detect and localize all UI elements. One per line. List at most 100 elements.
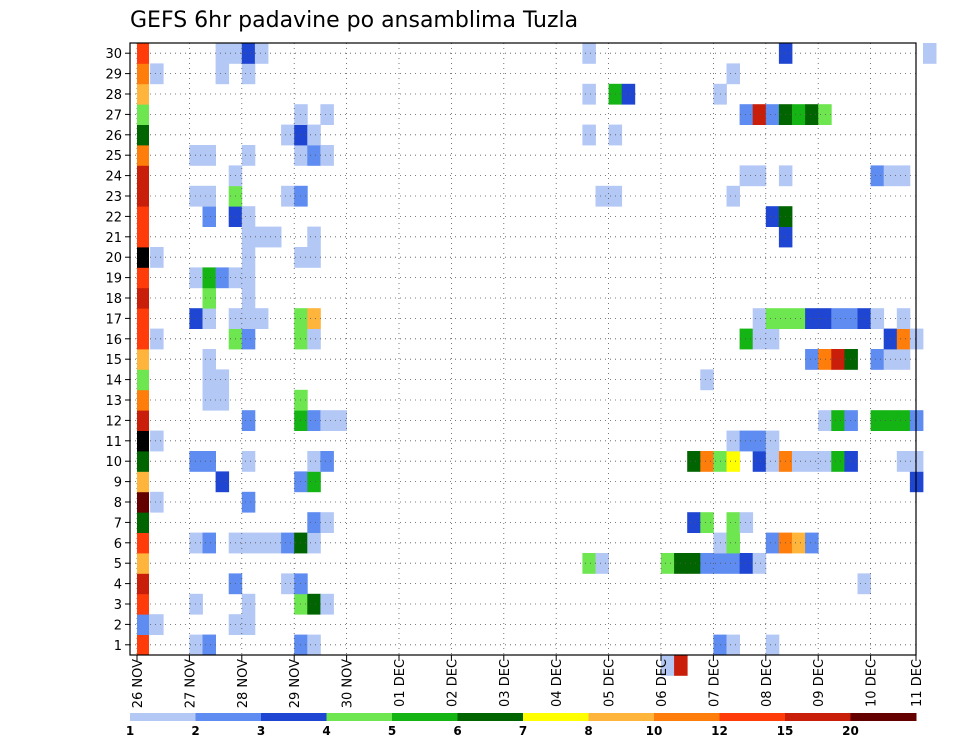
precip-cell	[241, 410, 256, 431]
precip-cell	[281, 124, 295, 146]
legend-label: 3	[257, 724, 265, 738]
legend-label: 1	[126, 724, 134, 738]
precip-cell	[752, 430, 767, 452]
precip-cell	[241, 328, 256, 350]
precip-cell	[241, 308, 256, 329]
legend-label: 8	[584, 724, 592, 738]
precip-cell	[752, 165, 767, 187]
precip-cell	[582, 553, 596, 574]
legend-swatch	[195, 713, 262, 721]
precip-cell	[241, 267, 256, 289]
precip-cell	[241, 226, 256, 248]
x-tick-label: 05 DEC	[603, 659, 618, 707]
member-color-cell	[137, 614, 149, 635]
precip-cell	[307, 308, 321, 329]
legend-swatch	[850, 713, 917, 721]
y-tick-label: 22	[105, 210, 122, 225]
precip-cell	[215, 471, 230, 493]
chart-title: GEFS 6hr padavine po ansamblima Tuzla	[130, 8, 578, 33]
y-tick-label: 29	[105, 68, 122, 83]
precip-cell	[307, 471, 321, 493]
member-color-cell	[137, 267, 149, 289]
precip-cell	[254, 43, 269, 64]
precip-cell	[150, 430, 164, 452]
precip-cell	[674, 655, 688, 676]
x-tick-label: 03 DEC	[498, 659, 513, 707]
precip-cell	[752, 104, 767, 125]
grid-layer	[130, 43, 917, 655]
precip-cell	[831, 349, 845, 370]
precip-cell	[765, 308, 780, 329]
y-tick-label: 24	[105, 170, 122, 185]
member-color-cell	[137, 104, 149, 125]
precip-cell	[765, 451, 780, 472]
precip-cell	[857, 573, 871, 595]
x-tick-label: 06 DEC	[655, 659, 670, 707]
precip-cell	[307, 247, 321, 268]
member-color-cell	[137, 573, 149, 595]
x-tick-label: 04 DEC	[550, 659, 565, 707]
x-tick-label: 10 DEC	[865, 659, 880, 707]
y-tick-label: 8	[114, 496, 122, 511]
precip-cell	[739, 165, 754, 187]
member-color-cell	[137, 43, 149, 64]
precip-cell	[896, 349, 911, 370]
member-color-cell	[137, 165, 149, 187]
precip-cell	[241, 145, 256, 166]
precip-cell	[726, 185, 740, 207]
precip-cell	[818, 349, 832, 370]
precip-cell	[320, 410, 334, 431]
y-tick-label: 18	[105, 292, 122, 307]
precip-cell	[241, 206, 256, 227]
legend-label: 15	[777, 724, 794, 738]
precip-cell	[241, 614, 256, 635]
precip-cell	[582, 43, 596, 64]
precip-cell	[661, 655, 675, 676]
precip-cell	[844, 451, 858, 472]
legend-swatch	[523, 713, 589, 721]
legend-label: 6	[453, 724, 461, 738]
precip-cell	[202, 267, 216, 289]
y-tick-label: 20	[105, 251, 122, 266]
legend-swatch	[719, 713, 786, 721]
legend-swatch	[392, 713, 458, 721]
y-tick-label: 11	[105, 435, 122, 450]
precip-cell	[307, 145, 321, 166]
member-color-strip	[137, 43, 149, 656]
y-tick-label: 27	[105, 108, 122, 123]
precip-cell	[805, 308, 819, 329]
y-tick-label: 5	[114, 557, 122, 572]
precip-cell	[189, 532, 203, 554]
y-tick-label: 6	[114, 537, 122, 552]
y-tick-label: 3	[114, 598, 122, 613]
precip-cell	[726, 512, 740, 533]
precip-cell	[202, 206, 216, 227]
legend-swatch	[326, 713, 393, 721]
precip-cell	[241, 491, 256, 513]
y-tick-label: 17	[105, 312, 122, 327]
member-color-cell	[137, 553, 149, 574]
x-tick-label: 30 NOV	[341, 659, 356, 708]
x-tick-label: 27 NOV	[183, 659, 198, 708]
precip-cell	[752, 308, 767, 329]
y-tick-label: 28	[105, 88, 122, 103]
y-tick-label: 21	[105, 231, 122, 246]
precip-cell	[805, 349, 819, 370]
precip-cell	[726, 634, 740, 656]
precip-cell	[687, 512, 701, 533]
precip-cell	[792, 451, 806, 472]
precip-cell	[241, 247, 256, 268]
precip-cell	[307, 532, 321, 554]
precip-cell	[739, 328, 754, 350]
member-color-cell	[137, 63, 149, 85]
member-color-cell	[137, 512, 149, 533]
precip-cell	[818, 104, 832, 125]
y-tick-label: 23	[105, 190, 122, 205]
precip-cell	[202, 389, 216, 411]
cells-layer	[137, 43, 937, 676]
member-color-cell	[137, 451, 149, 472]
precip-cell	[307, 451, 321, 472]
y-tick-label: 4	[114, 578, 122, 593]
precip-cell	[923, 43, 937, 64]
